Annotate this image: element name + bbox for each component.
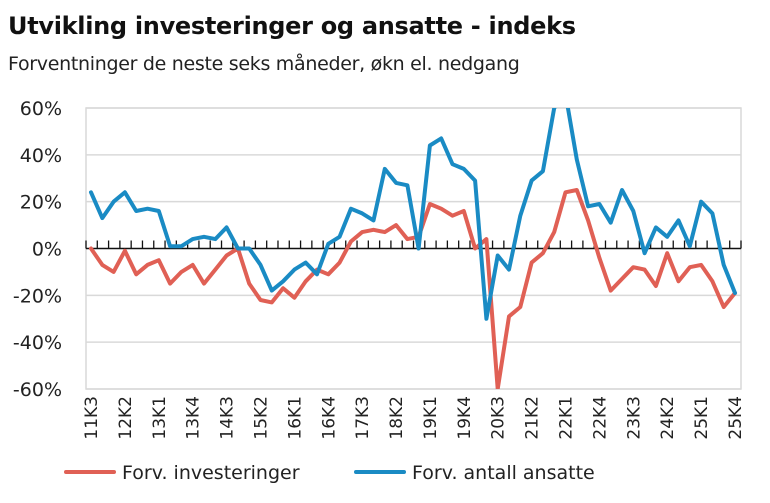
- y-tick-label: 60%: [20, 98, 62, 120]
- series-line-ansatte: [89, 108, 737, 321]
- series-line-investeringer: [89, 188, 737, 389]
- legend: Forv. investeringer Forv. antall ansatte: [64, 462, 595, 484]
- x-tick-label: 23K3: [624, 396, 644, 440]
- x-tick-label: 24K2: [658, 396, 678, 440]
- series-lines: [89, 108, 737, 389]
- legend-label: Forv. investeringer: [122, 462, 300, 484]
- x-tick-label: 11K3: [82, 396, 102, 440]
- x-tick-label: 13K1: [150, 396, 170, 440]
- chart-subtitle: Forventninger de neste seks måneder, økn…: [8, 53, 520, 75]
- y-tick-label: -40%: [13, 332, 62, 354]
- x-tick-label: 22K1: [557, 396, 577, 440]
- y-tick-label: 0%: [32, 239, 62, 261]
- x-tick-label: 15K2: [251, 396, 271, 440]
- x-tick-label: 20K3: [489, 396, 509, 440]
- y-tick-label: -60%: [13, 379, 62, 401]
- x-tick-label: 13K4: [184, 396, 204, 440]
- x-tick-label: 21K2: [523, 396, 543, 440]
- x-axis-labels: 11K3 12K2 13K1 13K4 14K3 15K2 16K1 16K4 17K3 18K2…: [82, 396, 746, 440]
- x-tick-label: 17K3: [353, 396, 373, 440]
- y-tick-label: 40%: [20, 145, 62, 167]
- x-tick-label: 16K1: [285, 396, 305, 440]
- x-tick-label: 25K1: [692, 396, 712, 440]
- x-tick-label: 22K4: [590, 396, 610, 440]
- x-tick-label: 25K4: [726, 396, 746, 440]
- x-axis-zero-line: [85, 240, 742, 250]
- y-axis: 60% 40% 20% 0% -20% -40% -60%: [13, 98, 62, 401]
- legend-label: Forv. antall ansatte: [412, 462, 595, 484]
- y-tick-label: -20%: [13, 285, 62, 307]
- x-tick-label: 16K4: [319, 396, 339, 440]
- chart-title: Utvikling investeringer og ansatte - ind…: [8, 12, 576, 40]
- x-tick-label: 19K1: [421, 396, 441, 440]
- y-tick-label: 20%: [20, 192, 62, 214]
- x-tick-label: 12K2: [116, 396, 136, 440]
- x-tick-label: 19K4: [455, 396, 475, 440]
- x-tick-label: 14K3: [218, 396, 238, 440]
- x-tick-label: 18K2: [387, 396, 407, 440]
